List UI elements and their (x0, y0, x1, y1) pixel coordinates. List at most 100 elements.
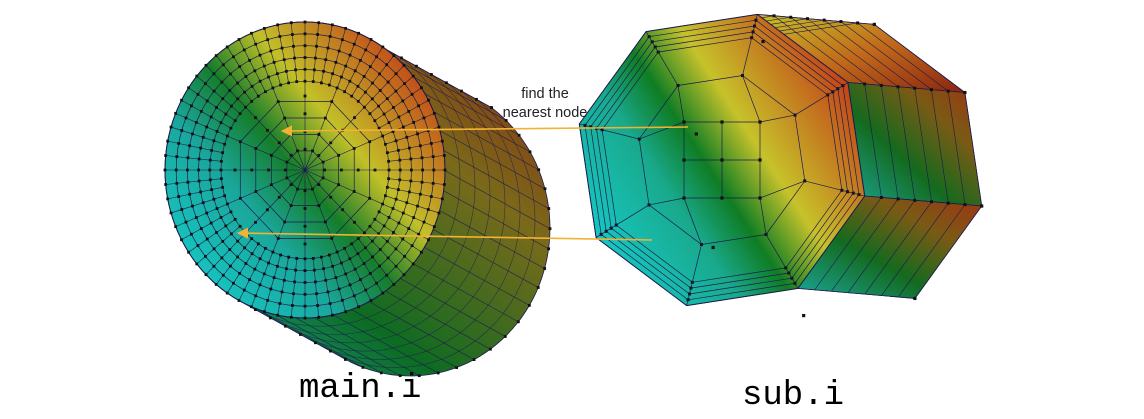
main-node (348, 283, 352, 287)
sub-side-line (807, 18, 899, 88)
main-node (352, 147, 356, 150)
main-face-spoke (165, 178, 222, 185)
main-node (236, 255, 239, 259)
main-node (403, 82, 406, 86)
main-node (194, 121, 198, 124)
main-node (212, 139, 216, 143)
main-edge-node (490, 106, 493, 110)
main-body-line (439, 210, 545, 269)
main-node (378, 89, 382, 92)
main-node (337, 49, 341, 53)
main-face-spoke (251, 251, 274, 307)
sub-node (930, 200, 934, 204)
main-edge-node (329, 349, 332, 353)
main-node (197, 179, 201, 183)
sub-node (929, 88, 933, 92)
main-face-spoke (167, 187, 223, 200)
main-node (228, 248, 232, 251)
main-node (443, 168, 447, 172)
main-node (199, 190, 203, 194)
sub-node (682, 120, 686, 124)
main-node (353, 69, 357, 73)
main-node (337, 183, 341, 187)
main-edge-node (445, 81, 448, 85)
main-node (258, 257, 262, 261)
main-node (204, 273, 208, 277)
main-node (368, 140, 372, 144)
sub-spoke (794, 82, 849, 116)
main-node (224, 224, 228, 228)
main-node (348, 79, 352, 83)
main-node (357, 305, 360, 309)
main-node (215, 231, 218, 234)
main-node (254, 147, 258, 150)
main-node (225, 45, 229, 49)
main-node (329, 141, 333, 145)
main-node (214, 54, 218, 57)
main-face-spoke (312, 22, 320, 82)
main-node (340, 38, 344, 42)
main-node (164, 183, 168, 186)
main-node (403, 254, 406, 258)
main-node (407, 227, 411, 231)
sub-node (879, 83, 883, 87)
main-edge-node (400, 56, 403, 60)
main-node (287, 81, 291, 85)
main-node (427, 238, 430, 242)
main-face-spoke (369, 226, 414, 265)
main-node (278, 35, 282, 38)
main-node (238, 65, 242, 69)
sub-side-line (864, 201, 932, 295)
main-node (208, 158, 212, 162)
main-edge-node (269, 316, 272, 320)
main-node (265, 208, 269, 212)
main-node (386, 256, 390, 260)
main-node (237, 38, 241, 41)
main-node (335, 86, 339, 90)
main-node (303, 44, 307, 48)
main-node (244, 105, 248, 109)
main-node (282, 58, 286, 62)
main-node (378, 248, 382, 251)
main-face-spoke (226, 46, 259, 97)
main-edge-node (528, 150, 532, 154)
main-node (293, 280, 296, 284)
main-face-spoke (226, 243, 259, 294)
main-node (311, 256, 315, 260)
main-edge-node (417, 374, 421, 378)
main-node (271, 250, 275, 254)
sub-spoke (686, 244, 702, 306)
main-node (340, 261, 343, 265)
sub-side-line (881, 203, 949, 296)
main-node (238, 112, 242, 116)
main-node (199, 146, 203, 150)
sub-node (694, 132, 698, 136)
main-node (258, 79, 262, 83)
main-edge-node (547, 207, 551, 210)
main-body-line (295, 317, 401, 376)
main-node (381, 45, 385, 49)
main-edge-node (504, 119, 508, 122)
main-face-spoke (382, 113, 435, 137)
sub-node (720, 120, 724, 124)
sub-side-line (847, 200, 916, 293)
sub-node (839, 20, 843, 24)
main-node (225, 202, 229, 206)
main-node (396, 148, 400, 152)
main-node (166, 139, 170, 143)
main-node (340, 168, 343, 172)
main-body-line (386, 49, 492, 108)
main-face-spoke (336, 33, 359, 89)
main-face-spoke (215, 238, 252, 285)
main-node (269, 183, 273, 187)
main-edge-node (460, 89, 463, 93)
main-node (250, 252, 254, 256)
main-node (331, 72, 335, 76)
sub-spoke (759, 197, 767, 235)
main-node (387, 168, 391, 172)
sub-node (913, 296, 917, 301)
main-node (254, 42, 258, 46)
main-body-ring (315, 90, 521, 360)
main-node (250, 305, 253, 309)
main-node (238, 196, 242, 200)
